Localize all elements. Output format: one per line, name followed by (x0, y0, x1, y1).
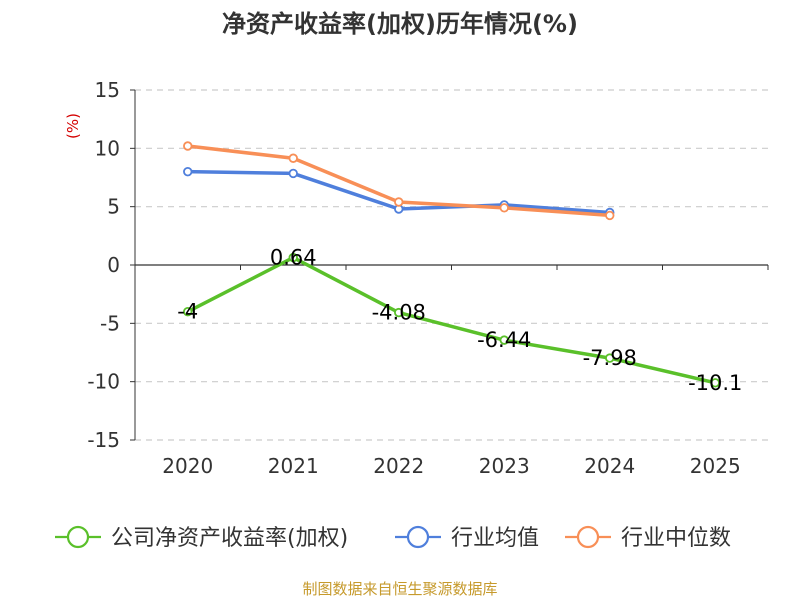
data-label: 0.64 (270, 246, 317, 270)
data-point[interactable] (499, 203, 509, 213)
data-point[interactable] (394, 307, 404, 318)
legend-item-2[interactable]: 行业中位数 (565, 525, 731, 551)
y-tick-label: 0 (107, 253, 120, 277)
x-tick-label: 2023 (479, 454, 530, 478)
data-point[interactable] (288, 153, 298, 163)
x-tick-label: 2025 (690, 454, 741, 478)
y-axis-label: (%) (64, 113, 82, 139)
y-tick-label: -10 (87, 370, 120, 394)
legend-item-1[interactable]: 行业均值 (395, 525, 539, 551)
data-label: -4 (177, 300, 198, 324)
x-tick-label: 2022 (373, 454, 424, 478)
data-point[interactable] (499, 335, 509, 345)
data-label: -6.44 (477, 328, 531, 352)
y-tick-label: 5 (107, 195, 120, 219)
legend-marker-icon (66, 525, 90, 549)
data-point[interactable] (710, 378, 720, 388)
y-tick-label: 10 (95, 136, 120, 160)
legend-label: 行业中位数 (621, 526, 731, 551)
y-tick-label: -5 (100, 311, 120, 335)
data-label: -10.1 (688, 371, 742, 395)
legend[interactable]: 公司净资产收益率(加权) 行业均值 行业中位数 (55, 525, 731, 551)
data-point[interactable] (288, 168, 298, 179)
data-point[interactable] (605, 210, 615, 221)
y-tick-label: 15 (95, 78, 120, 102)
data-label: -4.08 (372, 301, 426, 325)
x-tick-label: 2021 (268, 454, 319, 478)
data-label: -7.98 (583, 346, 637, 370)
source-note: 制图数据来自恒生聚源数据库 (302, 580, 498, 598)
y-tick-label: -15 (87, 428, 120, 452)
legend-marker-icon (406, 525, 430, 549)
data-labels: -4 0.64 -4.08 -6.44 -7.98 -10.1 (177, 246, 742, 395)
data-point[interactable] (183, 166, 193, 177)
data-point[interactable] (288, 252, 298, 263)
data-point[interactable] (605, 353, 615, 363)
series-lines (183, 141, 720, 388)
legend-marker-icon (576, 525, 600, 549)
series-line-0 (186, 255, 716, 385)
data-point[interactable] (394, 197, 404, 207)
data-point[interactable] (183, 306, 193, 317)
x-tick-label: 2024 (584, 454, 635, 478)
axes: 15 10 5 0 -5 -10 -15 2020 2021 2022 2023 2024 2025 (%… (64, 78, 769, 478)
legend-label: 行业均值 (451, 526, 539, 551)
legend-item-0[interactable]: 公司净资产收益率(加权) (55, 525, 348, 551)
x-tick-label: 2020 (162, 454, 213, 478)
legend-label: 公司净资产收益率(加权) (111, 526, 348, 551)
data-point[interactable] (183, 141, 193, 151)
chart-title: 净资产收益率(加权)历年情况(%) (222, 10, 578, 38)
